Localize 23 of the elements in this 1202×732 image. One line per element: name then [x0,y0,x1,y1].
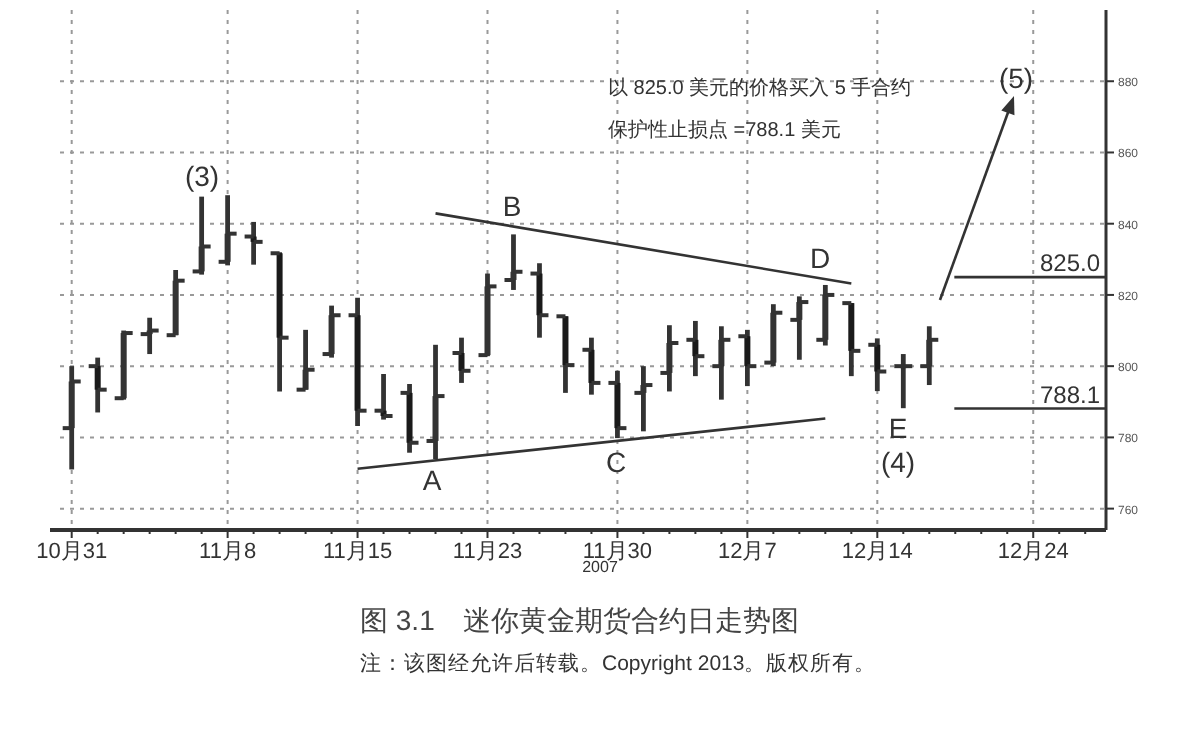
annotation: D [809,242,831,274]
text: 注：该图经允许后转载。Copyright 2013。版权所有。 [360,650,877,676]
x-tick-label: 11月8 [199,540,257,564]
ref-line-label: 788.1 [1039,380,1101,409]
x-tick-label: 11月30 [582,540,653,564]
annotation: E [888,412,908,444]
x-tick-label: 11月15 [322,540,393,564]
annotation: (4) [880,446,916,478]
text: 2007 [582,558,619,576]
ref-line-label: 825.0 [1039,249,1101,278]
annotation: B [502,190,522,222]
text: 图 3.1 迷你黄金期货合约日走势图 [360,604,799,636]
annotation: (3) [184,160,220,192]
x-tick-label: 11月23 [452,540,523,564]
annotation: A [422,464,443,496]
x-tick-label: 10月31 [36,540,108,564]
x-tick-label: 12月7 [718,540,777,564]
annotation: 以 825.0 美元的价格买入 5 手合约 [608,76,912,100]
annotation: C [605,446,627,478]
x-tick-label: 12月24 [997,540,1069,564]
x-tick-label: 12月14 [841,540,913,564]
annotation: (5) [998,62,1034,94]
annotation: 保护性止损点 =788.1 美元 [608,118,841,142]
